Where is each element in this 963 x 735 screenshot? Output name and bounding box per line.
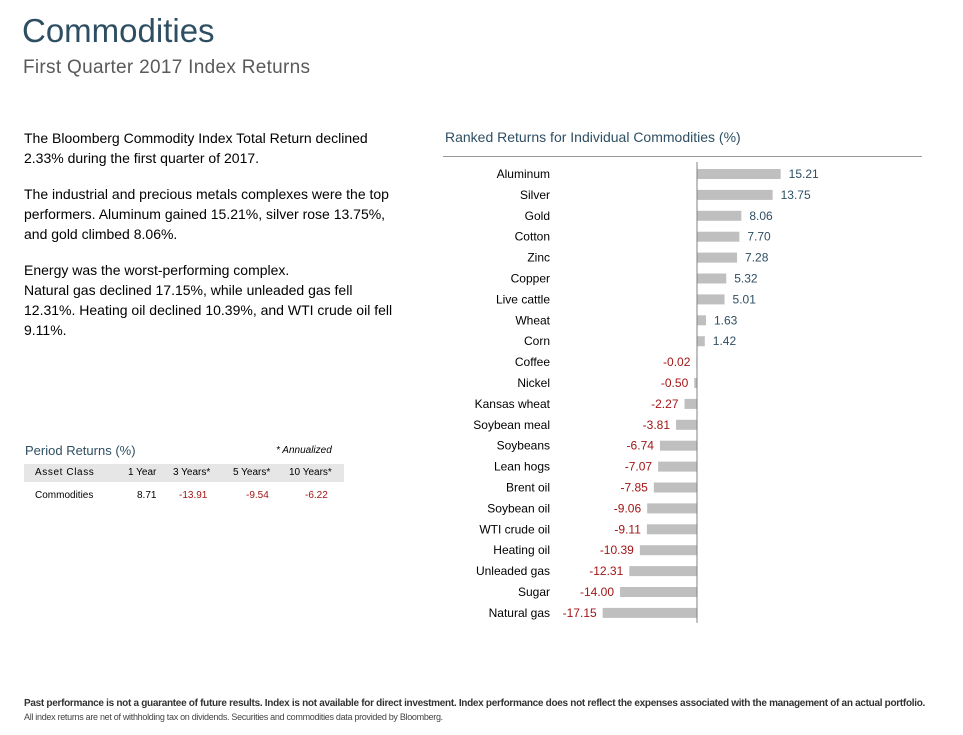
value-label: 5.32 xyxy=(734,272,758,286)
value-label: -3.81 xyxy=(643,418,671,432)
value-label: -7.07 xyxy=(625,460,653,474)
bar-kansas-wheat xyxy=(684,398,697,409)
header-10-years: 10 Years* xyxy=(289,467,332,478)
category-label: Kansas wheat xyxy=(475,397,551,411)
value-label: -0.50 xyxy=(661,376,689,390)
row-10-years: -6.22 xyxy=(305,490,328,501)
category-label: Cotton xyxy=(515,230,550,244)
value-label: -14.00 xyxy=(580,585,614,599)
header-1-year: 1 Year xyxy=(128,467,157,478)
bar-soybean-oil xyxy=(647,503,697,514)
bar-live-cattle xyxy=(697,294,725,305)
category-label: Wheat xyxy=(515,313,550,327)
value-label: -0.02 xyxy=(663,355,691,369)
period-returns-title: Period Returns (%) xyxy=(25,443,136,458)
bar-corn xyxy=(697,336,705,347)
ranked-returns-chart: Aluminum 15.21 Silver 13.75 Gold 8.06 Cotton 7.… xyxy=(473,162,819,623)
category-label: Brent oil xyxy=(506,481,550,495)
category-label: Soybean oil xyxy=(487,501,550,515)
header-5-years: 5 Years* xyxy=(233,467,271,478)
row-asset-class: Commodities xyxy=(35,490,94,501)
summary-paragraph-3: Energy was the worst-performing complex.… xyxy=(24,260,404,340)
bar-natural-gas xyxy=(602,607,697,618)
value-label: -9.11 xyxy=(614,522,641,536)
bar-wheat xyxy=(697,315,706,326)
summary-paragraph-3-line-2: Natural gas declined 17.15%, while unlea… xyxy=(24,282,393,338)
summary-paragraph-1: The Bloomberg Commodity Index Total Retu… xyxy=(24,130,368,166)
value-label: 13.75 xyxy=(781,188,811,202)
value-label: 7.70 xyxy=(747,230,771,244)
page-subtitle: First Quarter 2017 Index Returns xyxy=(23,57,311,78)
chart-title: Ranked Returns for Individual Commoditie… xyxy=(445,129,741,145)
bar-sugar xyxy=(620,587,697,597)
category-label: Sugar xyxy=(518,585,550,599)
category-label: Unleaded gas xyxy=(476,564,550,578)
value-label: -10.39 xyxy=(600,543,634,557)
category-label: Soybean meal xyxy=(473,418,550,432)
category-label: Lean hogs xyxy=(494,460,550,474)
category-label: Natural gas xyxy=(489,606,550,620)
value-label: 8.06 xyxy=(749,209,773,223)
bar-lean-hogs xyxy=(658,461,697,472)
period-returns-header-row: Asset Class 1 Year 3 Years* 5 Years* 10 … xyxy=(24,464,344,482)
bar-silver xyxy=(697,189,773,200)
bar-brent-oil xyxy=(653,482,697,493)
chart-title-rule xyxy=(443,156,922,157)
category-label: WTI crude oil xyxy=(479,522,550,536)
category-label: Live cattle xyxy=(496,292,550,306)
bar-aluminum xyxy=(697,169,781,179)
value-label: -6.74 xyxy=(627,439,655,453)
category-label: Heating oil xyxy=(493,543,550,557)
category-label: Copper xyxy=(511,272,550,286)
category-label: Aluminum xyxy=(497,167,550,181)
footer-note: All index returns are net of withholding… xyxy=(24,712,443,722)
category-label: Silver xyxy=(520,188,550,202)
row-1-year: 8.71 xyxy=(137,490,157,501)
footer-disclaimer: Past performance is not a guarantee of f… xyxy=(24,698,926,709)
value-label: 5.01 xyxy=(733,292,757,306)
category-label: Gold xyxy=(525,209,550,223)
value-label: -7.85 xyxy=(620,481,648,495)
value-label: 7.28 xyxy=(745,251,769,265)
category-label: Zinc xyxy=(527,251,550,265)
header-3-years: 3 Years* xyxy=(173,467,211,478)
bar-cotton xyxy=(697,231,740,242)
bar-zinc xyxy=(697,252,738,263)
bar-heating-oil xyxy=(639,545,697,556)
header-asset-class: Asset Class xyxy=(35,467,95,478)
bar-copper xyxy=(697,273,727,284)
value-label: -12.31 xyxy=(589,564,623,578)
value-label: -9.06 xyxy=(614,501,642,515)
annualized-note: * Annualized xyxy=(276,445,332,456)
value-label: 1.42 xyxy=(713,334,737,348)
bar-wti-crude-oil xyxy=(646,524,697,535)
bar-soybeans xyxy=(659,440,697,451)
bar-gold xyxy=(697,210,742,221)
bar-soybean-meal xyxy=(676,419,697,430)
bar-unleaded-gas xyxy=(629,566,697,577)
row-3-years: -13.91 xyxy=(179,490,208,501)
category-label: Nickel xyxy=(517,376,550,390)
value-label: 15.21 xyxy=(789,167,819,181)
summary-paragraph-3-line-1: Energy was the worst-performing complex. xyxy=(24,262,290,278)
value-label: 1.63 xyxy=(714,313,738,327)
page-title: Commodities xyxy=(22,12,215,49)
value-label: -17.15 xyxy=(563,606,597,620)
category-label: Coffee xyxy=(515,355,550,369)
row-5-years: -9.54 xyxy=(246,490,269,501)
category-label: Soybeans xyxy=(497,439,550,453)
category-label: Corn xyxy=(524,334,550,348)
bar-nickel xyxy=(694,378,697,388)
summary-paragraph-2: The industrial and precious metals compl… xyxy=(24,186,389,242)
value-label: -2.27 xyxy=(651,397,679,411)
period-returns-row: Commodities 8.71 -13.91 -9.54 -6.22 xyxy=(24,487,344,505)
